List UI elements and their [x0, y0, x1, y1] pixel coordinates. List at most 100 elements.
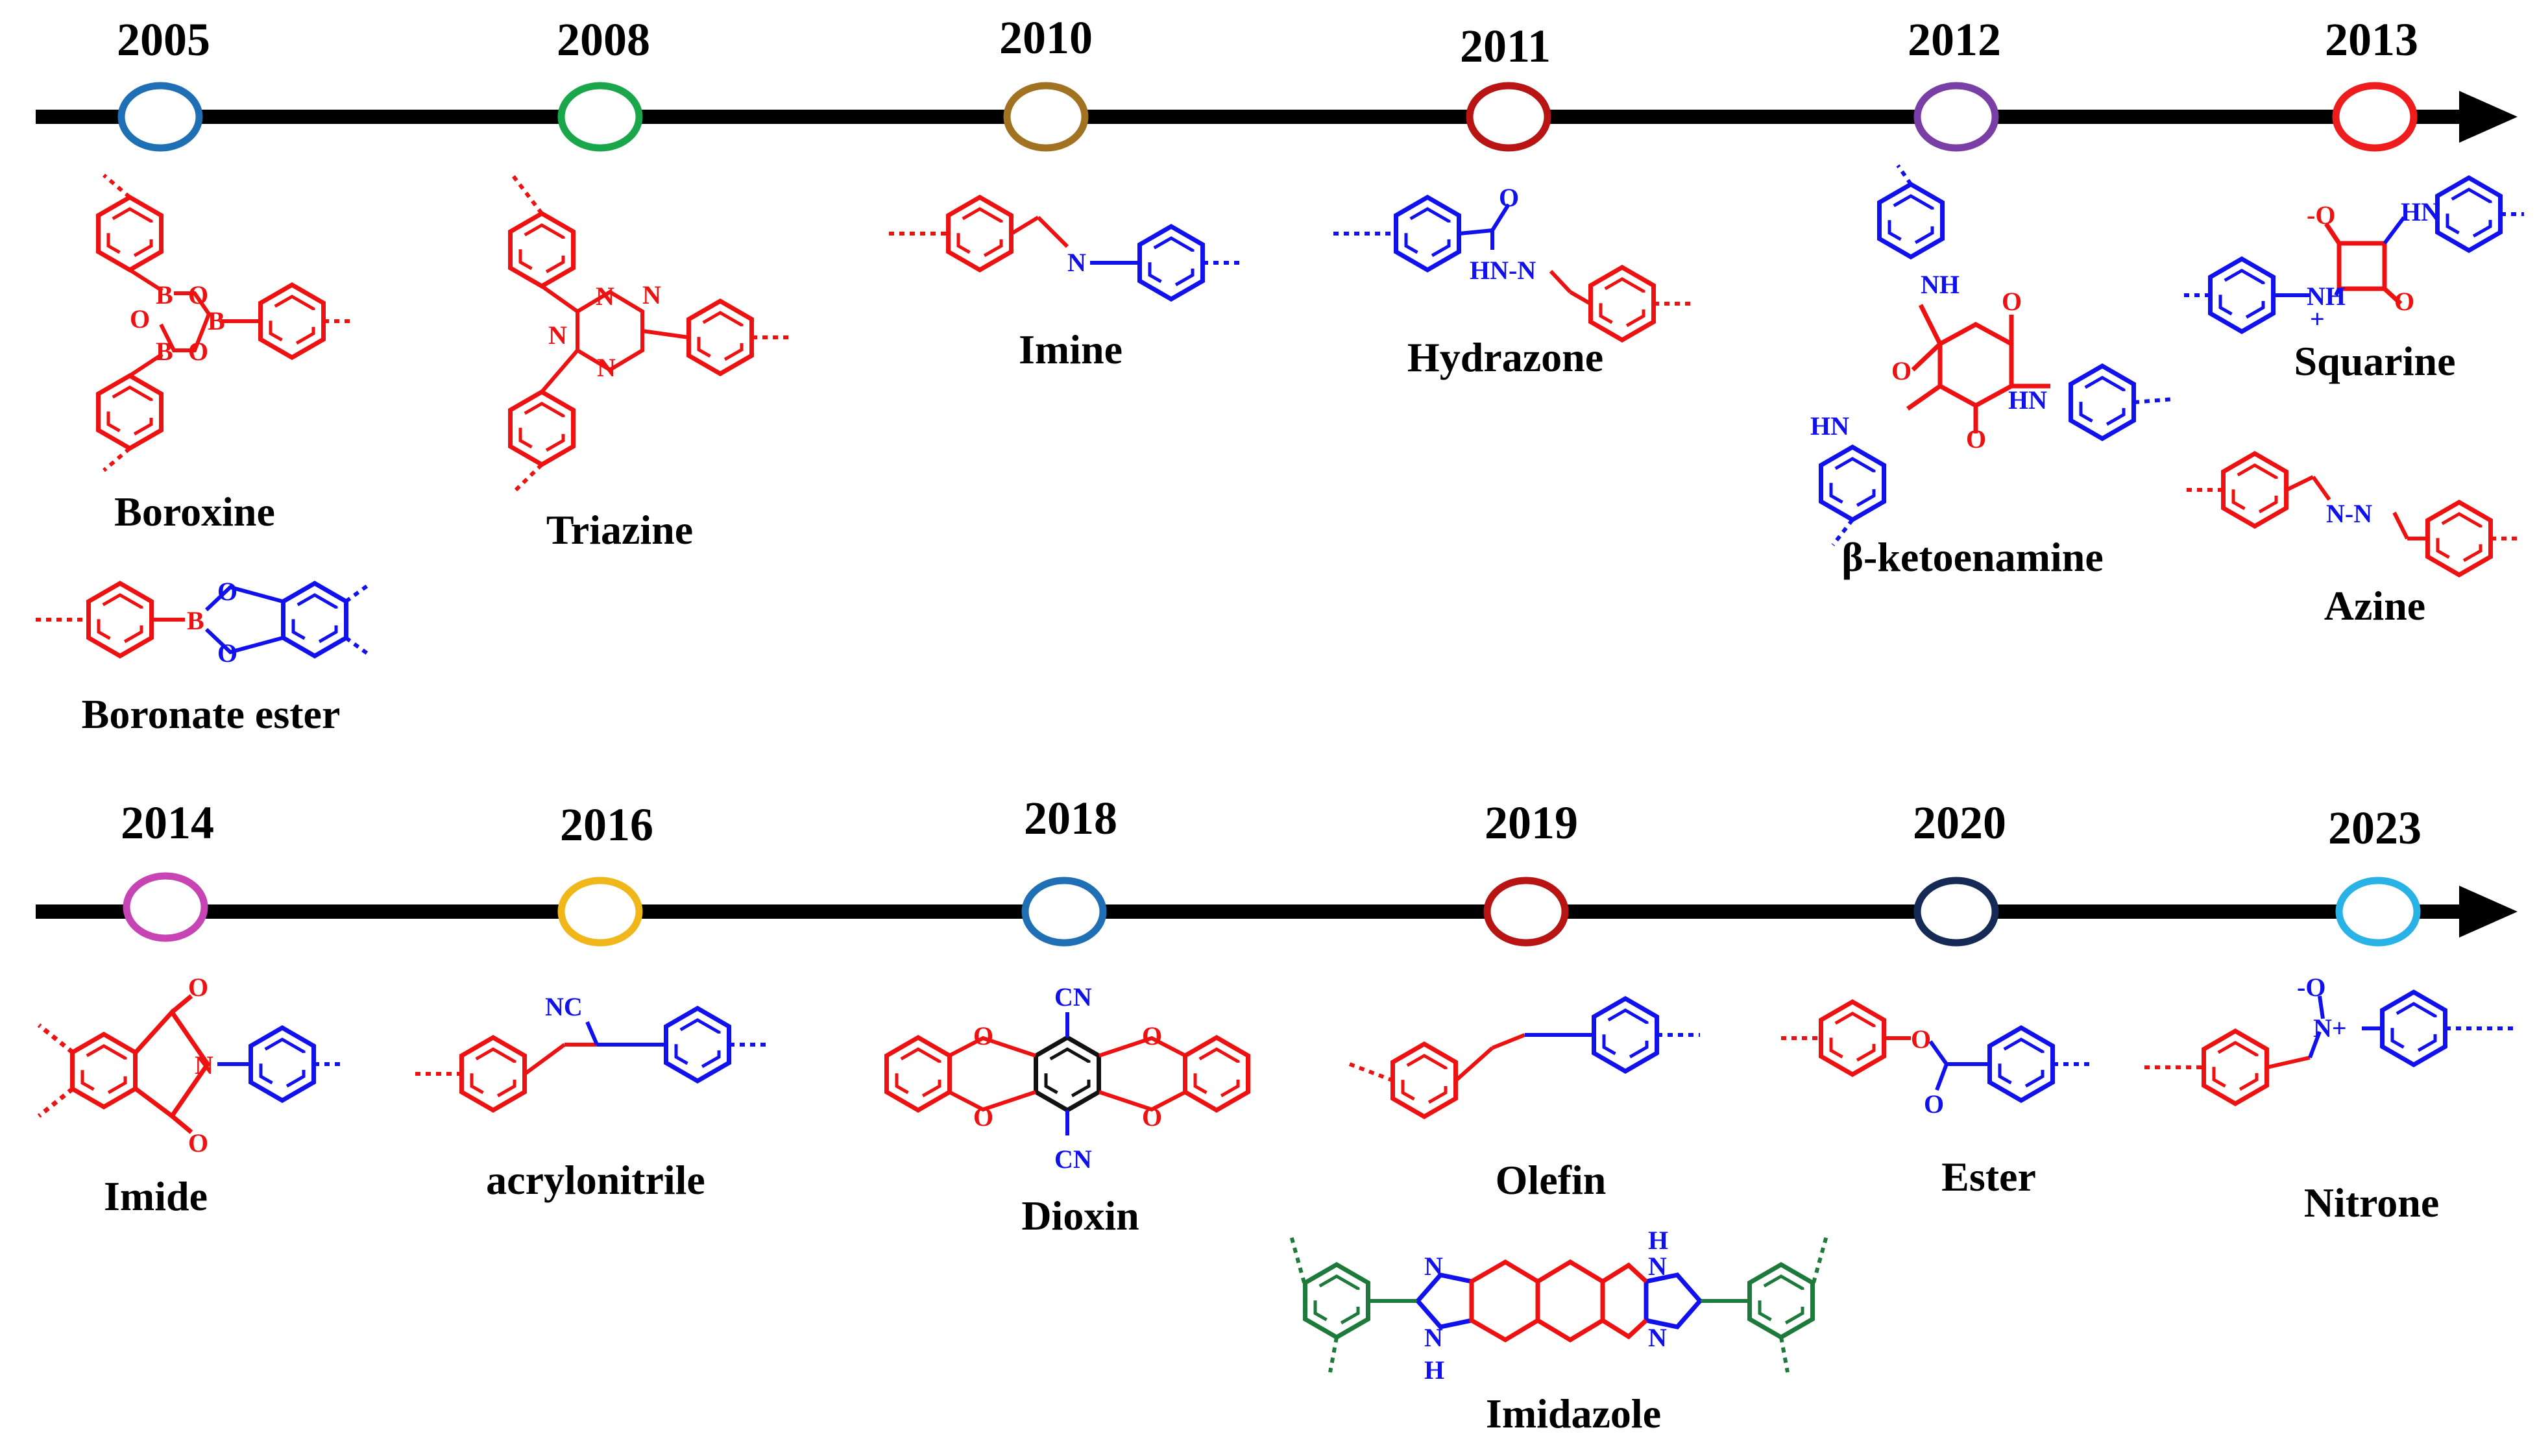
- svg-text:+: +: [2310, 304, 2325, 334]
- svg-text:O: O: [1966, 424, 1986, 454]
- label-imide: Imide: [104, 1173, 208, 1219]
- azine-structure: N-N: [2187, 454, 2521, 575]
- imide-structure: O O N: [37, 973, 344, 1158]
- dioxin-structure: O O O O CN CN: [887, 982, 1248, 1174]
- label-squarine: Squarine: [2294, 338, 2456, 384]
- year-2019: 2019: [1485, 797, 1578, 849]
- svg-text:O: O: [188, 1128, 208, 1158]
- svg-text:N: N: [596, 282, 614, 311]
- imine-structure: N: [889, 197, 1243, 299]
- svg-text:HN: HN: [2008, 385, 2047, 415]
- svg-text:O: O: [1142, 1021, 1162, 1050]
- year-marker-2010: [1003, 82, 1089, 152]
- squarine-structure: -O O HN NH +: [2180, 178, 2524, 334]
- year-marker-2008: [557, 82, 643, 152]
- year-2018: 2018: [1024, 792, 1117, 844]
- svg-text:N+: N+: [2313, 1013, 2347, 1043]
- timeline-arrowhead-2: [2459, 886, 2518, 938]
- year-2023: 2023: [2328, 802, 2422, 854]
- svg-text:NC: NC: [545, 992, 583, 1021]
- svg-text:HN: HN: [1810, 411, 1849, 441]
- svg-text:NH: NH: [2307, 282, 2346, 311]
- year-2012: 2012: [1908, 14, 2001, 66]
- svg-text:O: O: [188, 973, 208, 1002]
- svg-text:N: N: [1424, 1323, 1443, 1352]
- label-ester: Ester: [1941, 1154, 2036, 1200]
- svg-text:O: O: [973, 1102, 993, 1132]
- label-hydrazone: Hydrazone: [1407, 334, 1603, 380]
- svg-text:NH: NH: [1921, 270, 1960, 299]
- label-azine: Azine: [2324, 583, 2425, 629]
- svg-text:-O: -O: [2297, 973, 2325, 1002]
- imidazole-structure: N N H N H N: [1289, 1226, 1828, 1385]
- timeline-arrowhead-1: [2459, 91, 2518, 143]
- svg-text:O: O: [2394, 287, 2414, 316]
- year-2016: 2016: [560, 799, 653, 851]
- svg-text:CN: CN: [1054, 1145, 1092, 1174]
- svg-text:O: O: [217, 577, 237, 606]
- label-nitrone: Nitrone: [2304, 1180, 2440, 1226]
- svg-text:O: O: [188, 337, 208, 366]
- svg-text:O: O: [130, 304, 150, 334]
- svg-text:O: O: [2002, 287, 2022, 316]
- svg-text:O: O: [1911, 1025, 1931, 1054]
- year-2011: 2011: [1460, 20, 1551, 72]
- svg-text:N-N: N-N: [2326, 499, 2372, 528]
- timeline-row-1: 2005 2008 2010 2011 2012 2013: [36, 12, 2518, 152]
- svg-text:O: O: [1891, 356, 1912, 385]
- svg-text:N: N: [195, 1050, 213, 1080]
- timeline-row-2: 2014 2016 2018 2019 2020 2023: [36, 792, 2518, 947]
- svg-text:N: N: [1648, 1252, 1667, 1281]
- label-boronate-ester: Boronate ester: [82, 691, 341, 737]
- svg-text:O: O: [1924, 1089, 1944, 1119]
- svg-text:-O: -O: [2307, 200, 2335, 230]
- year-marker-2013: [2332, 82, 2418, 152]
- svg-text:B: B: [187, 606, 204, 635]
- hydrazone-structure: O HN-N: [1333, 183, 1693, 340]
- label-beta-ketoenamine: β-ketoenamine: [1841, 534, 2103, 580]
- year-marker-2023: [2335, 877, 2421, 947]
- year-marker-2005: [117, 82, 203, 152]
- year-marker-2014: [123, 872, 208, 942]
- svg-text:O: O: [973, 1021, 993, 1050]
- svg-text:O: O: [217, 638, 237, 668]
- boroxine-structure: B O O B B O: [99, 173, 354, 472]
- svg-text:N: N: [1424, 1252, 1443, 1281]
- label-dioxin: Dioxin: [1021, 1193, 1139, 1239]
- year-2020: 2020: [1913, 797, 2006, 849]
- svg-text:H: H: [1424, 1355, 1444, 1385]
- svg-text:CN: CN: [1054, 982, 1092, 1012]
- year-marker-2012: [1913, 82, 1999, 152]
- acrylonitrile-structure: NC: [415, 992, 769, 1110]
- svg-text:HN-N: HN-N: [1470, 256, 1536, 285]
- label-imine: Imine: [1019, 326, 1123, 372]
- label-boroxine: Boroxine: [114, 489, 275, 535]
- svg-text:N: N: [597, 353, 616, 382]
- svg-text:H: H: [1648, 1226, 1668, 1255]
- label-imidazole: Imidazole: [1486, 1390, 1661, 1437]
- boronate-ester-structure: B O O: [36, 577, 371, 668]
- svg-text:N: N: [642, 280, 661, 309]
- svg-text:B: B: [208, 306, 225, 335]
- year-2014: 2014: [121, 797, 214, 849]
- year-2013: 2013: [2325, 14, 2418, 66]
- year-marker-2020: [1913, 877, 1999, 947]
- label-acrylonitrile: acrylonitrile: [486, 1157, 705, 1203]
- year-2008: 2008: [557, 14, 650, 66]
- label-triazine: Triazine: [546, 507, 693, 553]
- svg-text:N: N: [1648, 1323, 1667, 1352]
- year-2005: 2005: [117, 14, 210, 66]
- year-marker-2016: [557, 877, 643, 947]
- svg-text:B: B: [156, 280, 173, 309]
- year-marker-2011: [1466, 82, 1551, 152]
- year-marker-2019: [1483, 877, 1569, 947]
- nitrone-structure: N+ -O: [2144, 973, 2518, 1104]
- svg-text:N: N: [548, 321, 567, 350]
- year-2010: 2010: [999, 12, 1093, 64]
- year-marker-2018: [1021, 877, 1107, 947]
- beta-ketoenamine-structure: NH HN HN O O O: [1810, 164, 2174, 546]
- triazine-structure: N N N N: [511, 174, 788, 495]
- svg-text:O: O: [1499, 183, 1519, 212]
